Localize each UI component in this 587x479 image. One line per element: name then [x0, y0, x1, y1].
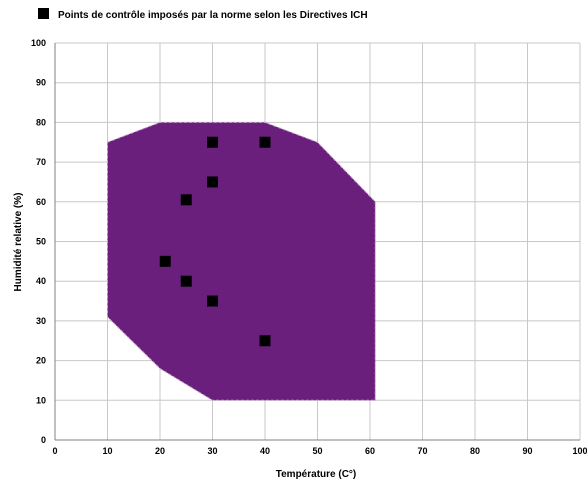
x-tick-label: 60: [365, 446, 375, 456]
x-axis-label: Température (C°): [276, 469, 357, 479]
y-tick-label: 50: [36, 237, 46, 247]
y-tick-label: 100: [31, 38, 46, 48]
legend-label: Points de contrôle imposés par la norme …: [58, 10, 368, 21]
y-tick-label: 20: [36, 356, 46, 366]
acceptance-region: [107, 121, 376, 401]
data-point: [207, 176, 218, 188]
x-tick-label: 80: [470, 446, 480, 456]
x-tick-label: 10: [102, 446, 112, 456]
y-tick-label: 70: [36, 157, 46, 167]
y-tick-label: 80: [36, 117, 46, 127]
x-tick-label: 90: [522, 446, 532, 456]
x-tick-label: 0: [52, 446, 57, 456]
x-tick-label: 30: [207, 446, 217, 456]
data-point: [259, 335, 271, 347]
y-tick-label: 90: [36, 78, 46, 88]
legend-marker: [38, 8, 49, 19]
data-point: [259, 136, 271, 148]
x-tick-label: 20: [155, 446, 165, 456]
x-tick-label: 40: [260, 446, 270, 456]
data-points: [159, 136, 271, 347]
x-tick-label: 70: [417, 446, 427, 456]
data-point: [207, 136, 218, 148]
x-tick-label: 100: [572, 446, 587, 456]
axes: [54, 43, 580, 441]
y-tick-label: 60: [36, 197, 46, 207]
data-point: [180, 275, 192, 287]
y-axis-label: Humidité relative (%): [13, 193, 24, 292]
y-tick-label: 40: [36, 276, 46, 286]
data-point: [180, 194, 192, 206]
x-tick-labels: 0 10 20 30 40 50 60 70 80 90 100: [52, 446, 587, 456]
y-tick-label: 30: [36, 316, 46, 326]
x-tick-label: 50: [312, 446, 322, 456]
y-tick-labels: 0 10 20 30 40 50 60 70 80 90 100: [31, 38, 46, 445]
data-point: [207, 295, 218, 307]
y-tick-label: 0: [41, 435, 46, 445]
y-tick-label: 10: [36, 395, 46, 405]
data-point: [159, 255, 171, 267]
